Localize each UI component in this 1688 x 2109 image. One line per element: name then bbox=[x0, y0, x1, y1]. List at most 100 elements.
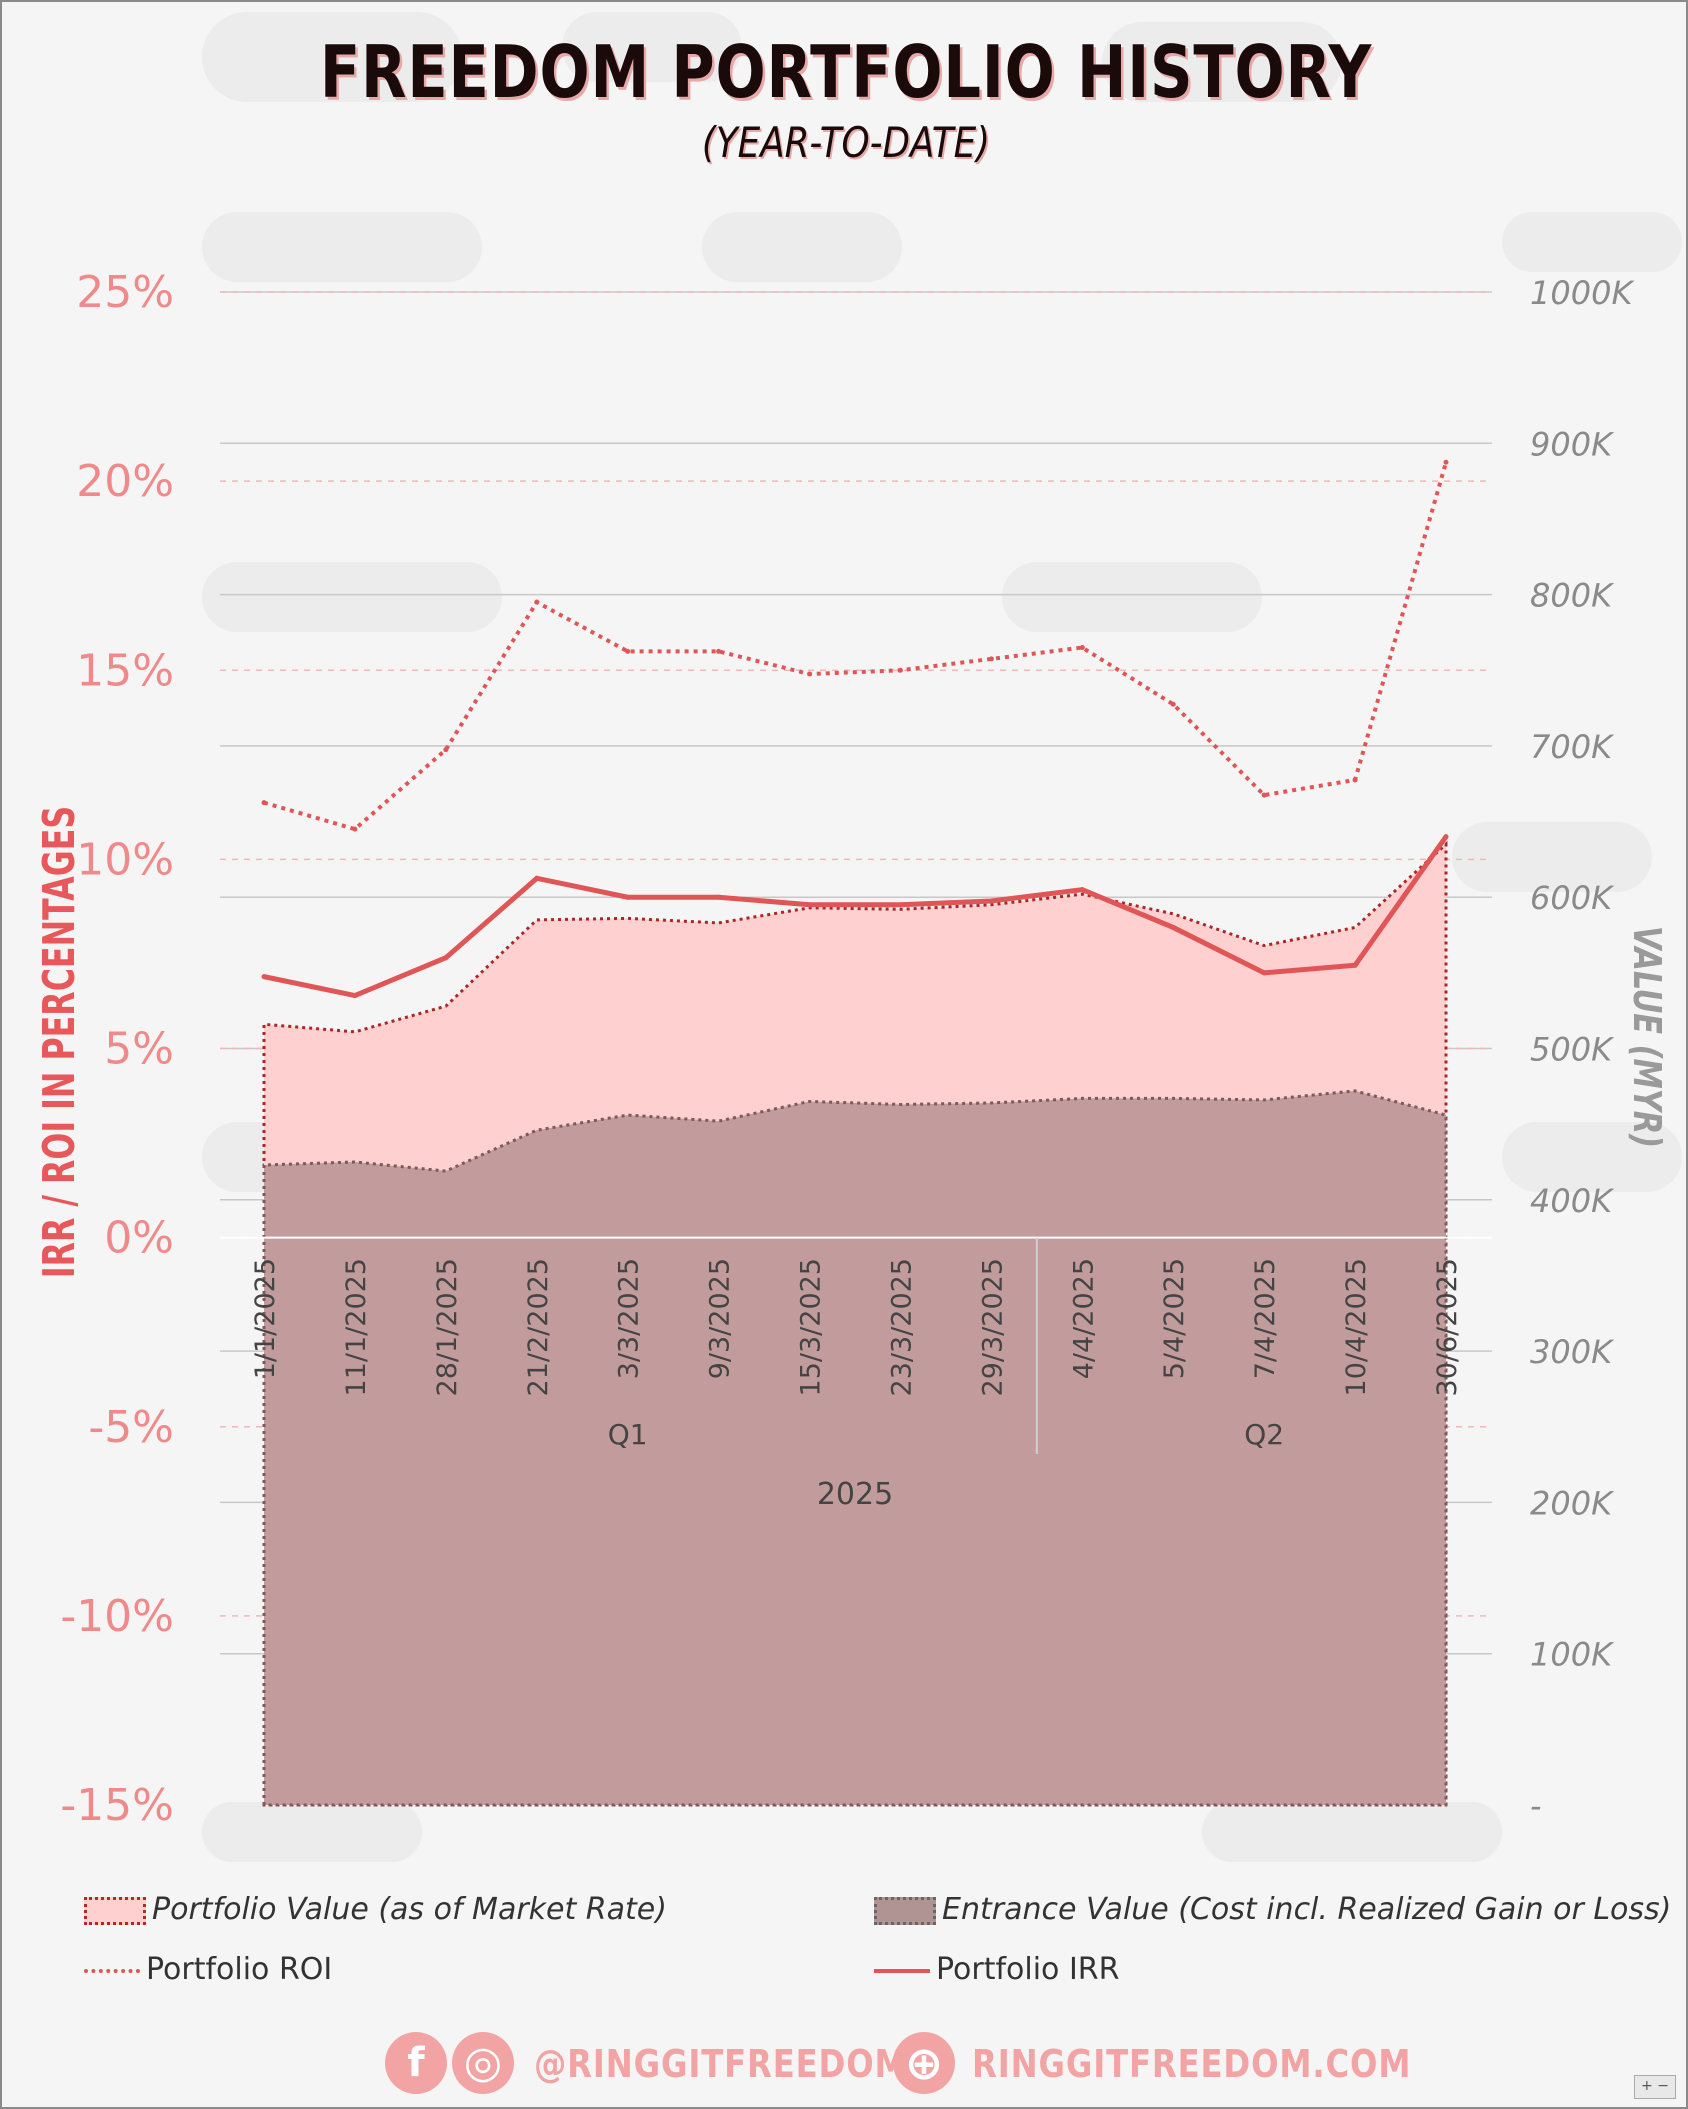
background-blob bbox=[1502, 1122, 1682, 1192]
irr-point bbox=[1170, 924, 1176, 930]
chart-subtitle: (YEAR-TO-DATE) bbox=[701, 118, 991, 167]
right-axis-tick-label: 800K bbox=[1530, 577, 1615, 615]
background-blob bbox=[202, 562, 502, 632]
x-axis-tick-label: 7/4/2025 bbox=[1250, 1258, 1281, 1379]
quarter-label: Q1 bbox=[608, 1418, 648, 1451]
background-blob bbox=[1502, 212, 1682, 272]
roi-point bbox=[807, 671, 813, 677]
social-handle[interactable]: @RINGGITFREEDOM bbox=[534, 2042, 908, 2086]
background-blob bbox=[1202, 1802, 1502, 1862]
year-label: 2025 bbox=[817, 1477, 893, 1512]
roi-point bbox=[1443, 459, 1449, 465]
legend-item-portfolio-roi: Portfolio ROI bbox=[84, 1952, 332, 1987]
left-axis-tick-label: 10% bbox=[76, 834, 174, 885]
footer: f ◎ @RINGGITFREEDOM ⊕ RINGGITFREEDOM.COM bbox=[2, 2032, 1686, 2102]
right-axis-tick-label: 900K bbox=[1530, 425, 1615, 463]
right-axis-tick-label: 400K bbox=[1530, 1182, 1615, 1220]
right-axis-tick-label: 700K bbox=[1530, 728, 1615, 766]
portfolio-irr-line bbox=[263, 835, 1449, 999]
x-axis-tick-label: 9/3/2025 bbox=[705, 1258, 736, 1379]
left-axis-tick-label: 20% bbox=[76, 456, 174, 507]
roi-point bbox=[716, 648, 722, 654]
x-axis-tick-label: 5/4/2025 bbox=[1159, 1258, 1190, 1379]
background-blob bbox=[1452, 822, 1652, 892]
legend-item-portfolio-value: Portfolio Value (as of Market Rate) bbox=[84, 1892, 667, 1927]
legend-label: Portfolio ROI bbox=[146, 1952, 333, 1987]
x-axis-tick-label: 11/1/2025 bbox=[341, 1258, 372, 1396]
irr-point bbox=[1079, 887, 1085, 893]
background-blob bbox=[202, 212, 482, 282]
left-axis-tick-label: -15% bbox=[60, 1780, 174, 1831]
right-axis-tick-label: 500K bbox=[1530, 1031, 1615, 1069]
irr-point bbox=[807, 902, 813, 908]
x-axis-tick-label: 15/3/2025 bbox=[796, 1258, 827, 1396]
x-axis-tick-label: 28/1/2025 bbox=[432, 1258, 463, 1396]
roi-point bbox=[1079, 645, 1085, 651]
portfolio-roi-line bbox=[263, 461, 1448, 832]
x-axis-tick-label: 3/3/2025 bbox=[614, 1258, 645, 1379]
roi-point bbox=[534, 599, 540, 605]
right-axis-tick-label: 1000K bbox=[1530, 274, 1635, 312]
pink-area-swatch-icon bbox=[84, 1896, 146, 1925]
irr-point bbox=[1443, 834, 1449, 840]
irr-point bbox=[534, 875, 540, 881]
left-axis-tick-label: 15% bbox=[76, 645, 174, 696]
right-axis-tick-label: 600K bbox=[1530, 879, 1615, 917]
left-axis-tick-label: -10% bbox=[60, 1591, 174, 1642]
globe-icon[interactable]: ⊕ bbox=[893, 2032, 955, 2094]
background-blob bbox=[1102, 22, 1342, 102]
x-axis-tick-label: 23/3/2025 bbox=[886, 1258, 917, 1396]
legend: Portfolio Value (as of Market Rate) Entr… bbox=[2, 1882, 1686, 1992]
roi-point bbox=[897, 667, 903, 673]
background-blob bbox=[562, 12, 742, 82]
facebook-icon[interactable]: f bbox=[385, 2032, 447, 2094]
background-blob bbox=[202, 12, 462, 102]
irr-point bbox=[897, 902, 903, 908]
right-axis-tick-label: 100K bbox=[1530, 1636, 1615, 1674]
legend-item-portfolio-irr: Portfolio IRR bbox=[874, 1952, 1120, 1987]
solid-line-icon bbox=[874, 1968, 930, 1973]
roi-point bbox=[443, 747, 449, 753]
left-axis-tick-label: -5% bbox=[88, 1402, 174, 1453]
x-axis-tick-label: 4/4/2025 bbox=[1068, 1258, 1099, 1379]
x-axis-tick-label: 1/1/2025 bbox=[250, 1258, 281, 1379]
left-axis-tick-label: 25% bbox=[76, 267, 174, 318]
website-link[interactable]: RINGGITFREEDOM.COM bbox=[972, 2042, 1412, 2086]
background-blob bbox=[702, 212, 902, 282]
legend-label: Entrance Value (Cost incl. Realized Gain… bbox=[942, 1892, 1672, 1927]
roi-point bbox=[1170, 701, 1176, 707]
right-axis-tick-label: - bbox=[1530, 1787, 1542, 1825]
zoom-control[interactable]: + − bbox=[1634, 2075, 1676, 2099]
left-axis-tick-label: 0% bbox=[104, 1213, 174, 1264]
entrance-value-area bbox=[262, 1089, 1448, 1807]
roi-point bbox=[988, 656, 994, 662]
irr-point bbox=[625, 894, 631, 900]
right-axis-title: VALUE (MYR) bbox=[1624, 926, 1668, 1148]
irr-point bbox=[1261, 970, 1267, 976]
quarter-label: Q2 bbox=[1244, 1418, 1284, 1451]
irr-point bbox=[1352, 962, 1358, 968]
irr-point bbox=[988, 898, 994, 904]
irr-point bbox=[716, 894, 722, 900]
background-blob bbox=[1002, 562, 1262, 632]
background-blob bbox=[202, 1802, 422, 1862]
irr-point bbox=[261, 974, 267, 980]
brown-area-swatch-icon bbox=[874, 1896, 936, 1925]
x-axis-tick-label: 29/3/2025 bbox=[977, 1258, 1008, 1396]
x-axis-tick-label: 10/4/2025 bbox=[1341, 1258, 1372, 1396]
legend-item-entrance-value: Entrance Value (Cost incl. Realized Gain… bbox=[874, 1892, 1671, 1927]
x-axis-tick-label: 30/6/2025 bbox=[1432, 1258, 1463, 1396]
legend-label: Portfolio IRR bbox=[936, 1952, 1120, 1987]
roi-point bbox=[1261, 792, 1267, 798]
right-axis-tick-label: 300K bbox=[1530, 1333, 1615, 1371]
irr-point bbox=[352, 993, 358, 999]
irr-point bbox=[443, 955, 449, 961]
instagram-icon[interactable]: ◎ bbox=[452, 2032, 514, 2094]
roi-point bbox=[352, 826, 358, 832]
right-axis-tick-label: 200K bbox=[1530, 1484, 1615, 1522]
legend-label: Portfolio Value (as of Market Rate) bbox=[152, 1892, 667, 1927]
x-axis-tick-label: 21/2/2025 bbox=[523, 1258, 554, 1396]
left-axis-title: IRR / ROI IN PERCENTAGES bbox=[34, 806, 86, 1278]
